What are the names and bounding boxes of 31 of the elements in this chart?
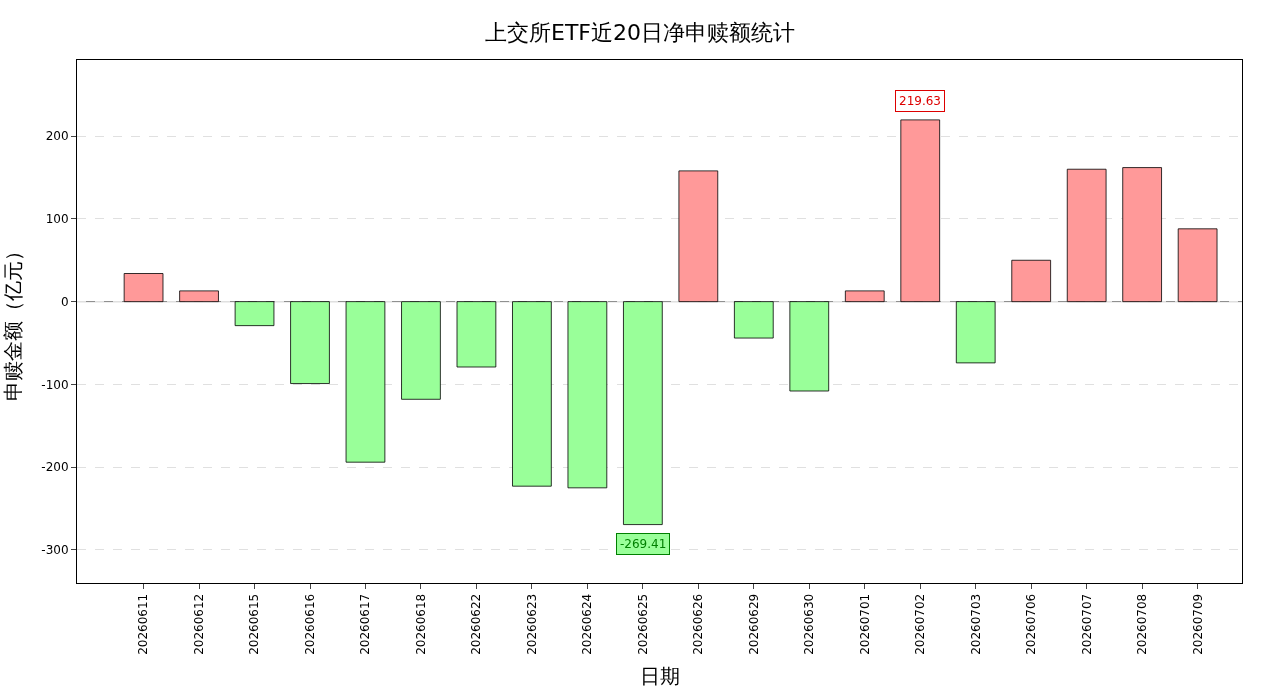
x-tick-label: 20260626 [691, 593, 706, 655]
x-tick-label: 20260622 [469, 593, 484, 655]
x-tick-label: 20260703 [968, 593, 983, 655]
x-tick-label: 20260629 [746, 593, 761, 655]
y-tick-label: -200 [41, 460, 69, 475]
x-tick-label: 20260709 [1190, 593, 1205, 655]
annotation: -269.41 [620, 537, 667, 551]
chart-title: 上交所ETF近20日净申赎额统计 [485, 19, 795, 45]
x-tick-label: 20260616 [302, 593, 317, 655]
y-axis-title: 申赎金额（亿元） [0, 241, 25, 402]
y-tick-label: -300 [41, 543, 69, 558]
y-tick-label: -100 [41, 377, 69, 392]
x-tick-label: 20260612 [191, 593, 206, 655]
y-tick-label: 100 [45, 212, 69, 227]
x-tick-label: 20260702 [913, 593, 928, 655]
y-tick-label: 200 [45, 129, 69, 144]
x-tick-label: 20260623 [524, 593, 539, 655]
x-tick-label: 20260615 [247, 593, 262, 655]
x-tick-label: 20260611 [136, 593, 151, 655]
x-tick-label: 20260617 [358, 593, 373, 655]
x-tick-label: 20260624 [580, 593, 595, 655]
x-tick-label: 20260630 [802, 593, 817, 655]
y-tick-label: 0 [60, 294, 69, 309]
x-tick-label: 20260625 [635, 593, 650, 655]
x-tick-label: 20260707 [1079, 593, 1094, 655]
x-axis-title: 日期 [639, 664, 680, 689]
x-tick-label: 20260706 [1024, 593, 1039, 655]
x-tick-label: 20260708 [1135, 593, 1150, 655]
annotation: 219.63 [899, 94, 941, 108]
x-tick-label: 20260618 [413, 593, 428, 655]
x-tick-label: 20260701 [857, 593, 872, 655]
